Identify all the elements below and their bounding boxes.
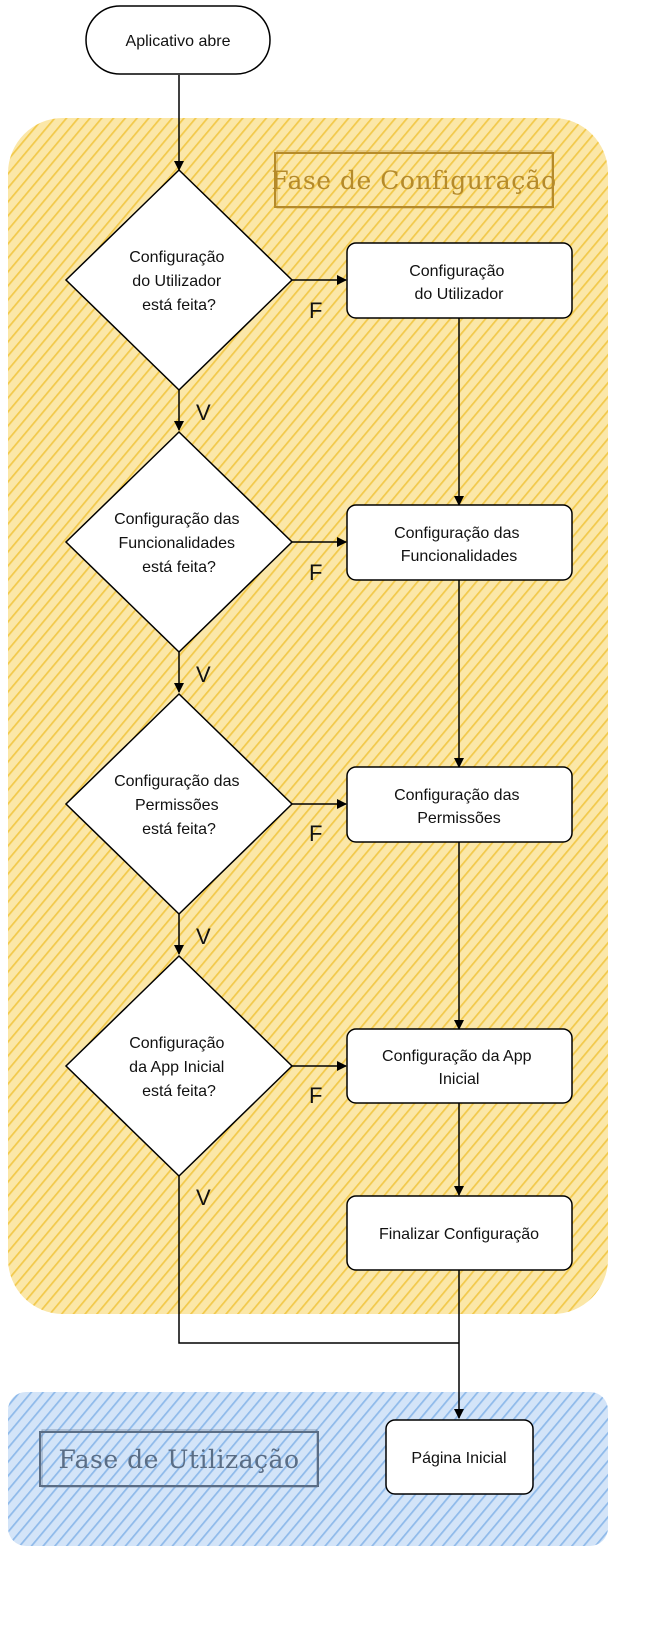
- finish-line-1: Finalizar Configuração: [379, 1226, 539, 1243]
- process-features-config: Configuração das Funcionalidades: [346, 504, 573, 581]
- d3-line-1: Configuração das: [114, 773, 239, 790]
- home-line-1: Página Inicial: [411, 1450, 506, 1467]
- decision-permissions-config-label: Configuração das Permissões está feita?: [114, 773, 244, 838]
- decision-user-config: Configuração do Utilizador está feita?: [64, 168, 294, 392]
- label-f-2: F: [309, 560, 322, 585]
- label-v-3: V: [196, 924, 211, 949]
- p1-line-2: do Utilizador: [415, 286, 505, 303]
- label-f-1: F: [309, 298, 322, 323]
- d1-line-1: Configuração: [129, 249, 224, 266]
- home-page-label: Página Inicial: [411, 1450, 506, 1467]
- process-user-config-label: Configuração do Utilizador: [409, 263, 509, 303]
- decision-features-config: Configuração das Funcionalidades está fe…: [64, 430, 294, 654]
- label-f-4: F: [309, 1083, 322, 1108]
- decision-initial-app-config-label: Configuração da App Inicial está feita?: [129, 1035, 229, 1100]
- usage-phase-title-box: Fase de Utilização: [39, 1429, 319, 1488]
- process-features-config-label: Configuração das Funcionalidades: [394, 525, 524, 565]
- process-finish-config-label: Finalizar Configuração: [379, 1226, 539, 1243]
- decision-permissions-config: Configuração das Permissões está feita?: [64, 692, 294, 916]
- d4-line-2: da App Inicial: [129, 1059, 224, 1076]
- config-phase-title-box: Fase de Configuração: [271, 150, 556, 209]
- process-initial-app-config: Configuração da App Inicial: [346, 1028, 573, 1104]
- p3-line-1: Configuração das: [394, 787, 519, 804]
- decision-initial-app-config: Configuração da App Inicial está feita?: [64, 954, 294, 1178]
- d1-line-3: está feita?: [142, 297, 216, 314]
- process-user-config: Configuração do Utilizador: [346, 242, 573, 319]
- label-v-2: V: [196, 662, 211, 687]
- start-line-1: Aplicativo abre: [126, 33, 231, 50]
- d3-line-2: Permissões: [135, 797, 219, 814]
- decision-features-config-label: Configuração das Funcionalidades está fe…: [114, 511, 244, 576]
- d4-line-1: Configuração: [129, 1035, 224, 1052]
- d4-line-3: está feita?: [142, 1083, 216, 1100]
- p1-line-1: Configuração: [409, 263, 504, 280]
- p2-line-2: Funcionalidades: [401, 548, 518, 565]
- process-permissions-config-label: Configuração das Permissões: [394, 787, 524, 827]
- start-node: Aplicativo abre: [85, 5, 271, 75]
- p2-line-1: Configuração das: [394, 525, 519, 542]
- d2-line-1: Configuração das: [114, 511, 239, 528]
- d2-line-3: está feita?: [142, 559, 216, 576]
- label-f-3: F: [309, 821, 322, 846]
- home-page-node: Página Inicial: [385, 1419, 534, 1495]
- edge-d4-home: [178, 1176, 459, 1344]
- usage-phase-title: Fase de Utilização: [58, 1445, 299, 1474]
- config-phase-title: Fase de Configuração: [271, 166, 556, 195]
- d2-line-2: Funcionalidades: [119, 535, 236, 552]
- process-finish-config: Finalizar Configuração: [346, 1195, 573, 1271]
- d1-line-2: do Utilizador: [132, 273, 222, 290]
- decision-user-config-label: Configuração do Utilizador está feita?: [129, 249, 229, 314]
- d3-line-3: está feita?: [142, 821, 216, 838]
- label-v-1: V: [196, 400, 211, 425]
- label-v-4: V: [196, 1185, 211, 1210]
- p4-line-2: Inicial: [439, 1071, 480, 1088]
- p4-line-1: Configuração da App: [382, 1048, 532, 1065]
- process-permissions-config: Configuração das Permissões: [346, 766, 573, 843]
- process-initial-app-config-label: Configuração da App Inicial: [382, 1048, 536, 1088]
- start-node-label: Aplicativo abre: [126, 33, 231, 50]
- p3-line-2: Permissões: [417, 810, 501, 827]
